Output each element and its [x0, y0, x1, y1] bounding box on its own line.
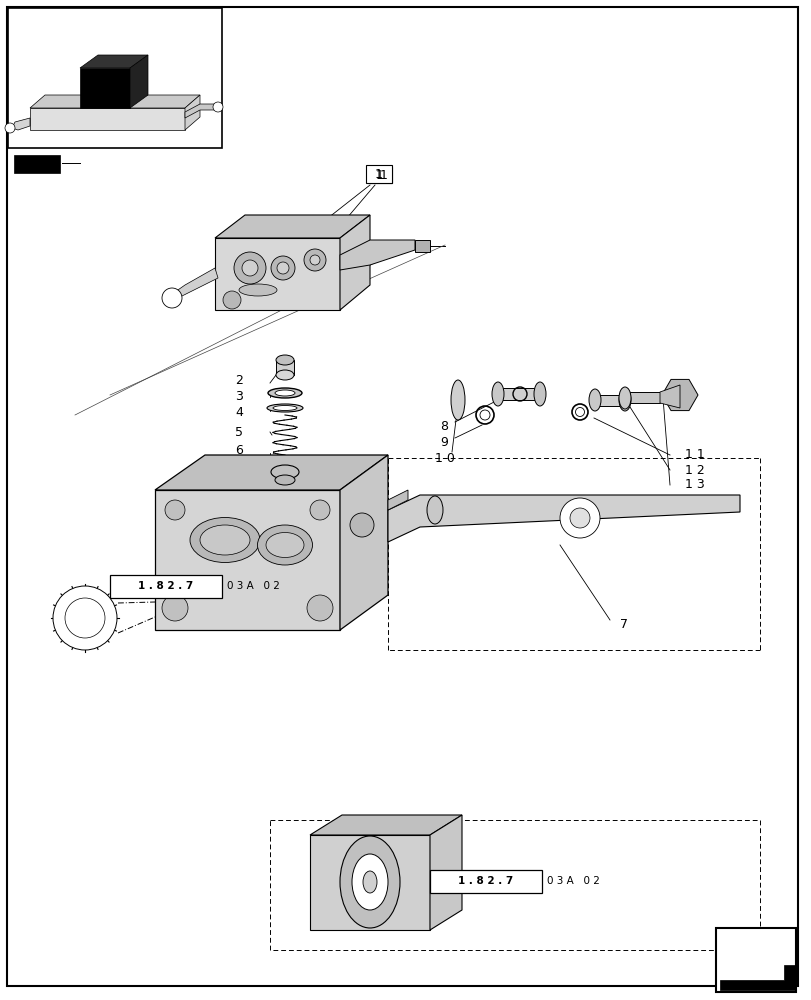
Ellipse shape	[272, 406, 297, 410]
Polygon shape	[624, 392, 659, 403]
Circle shape	[303, 249, 325, 271]
Ellipse shape	[618, 389, 630, 411]
Text: 0 3 A   0 2: 0 3 A 0 2	[227, 581, 280, 591]
Text: 1 . 8 2 . 7: 1 . 8 2 . 7	[458, 876, 513, 886]
Ellipse shape	[271, 465, 298, 479]
Text: 9: 9	[440, 436, 448, 450]
Circle shape	[569, 508, 590, 528]
Text: 6: 6	[234, 444, 242, 456]
Circle shape	[162, 595, 188, 621]
Circle shape	[310, 500, 329, 520]
Circle shape	[5, 123, 15, 133]
Bar	[430, 870, 541, 893]
Polygon shape	[594, 395, 624, 406]
Text: 1: 1	[375, 169, 384, 182]
Circle shape	[350, 513, 374, 537]
Text: 1: 1	[380, 169, 388, 182]
Polygon shape	[340, 455, 388, 630]
Polygon shape	[719, 965, 794, 990]
Ellipse shape	[200, 525, 250, 555]
Bar	[715, 928, 795, 992]
Polygon shape	[215, 215, 370, 238]
Polygon shape	[30, 95, 200, 108]
Polygon shape	[175, 268, 217, 298]
Polygon shape	[80, 68, 130, 108]
Ellipse shape	[588, 389, 600, 411]
Text: 1: 1	[375, 169, 384, 182]
Text: 0 3 A   0 2: 0 3 A 0 2	[547, 876, 599, 886]
Ellipse shape	[275, 475, 294, 485]
Circle shape	[223, 291, 241, 309]
Polygon shape	[80, 55, 148, 68]
Bar	[109, 575, 221, 598]
Ellipse shape	[491, 382, 504, 406]
Ellipse shape	[363, 871, 376, 893]
Circle shape	[234, 252, 266, 284]
Circle shape	[162, 288, 182, 308]
Text: 7: 7	[620, 618, 627, 632]
Circle shape	[242, 260, 258, 276]
Ellipse shape	[268, 388, 302, 398]
Ellipse shape	[618, 387, 630, 409]
Text: 3: 3	[234, 390, 242, 403]
Ellipse shape	[266, 532, 303, 558]
Text: 5: 5	[234, 426, 242, 438]
Polygon shape	[14, 155, 60, 173]
Text: 8: 8	[440, 420, 448, 434]
Circle shape	[212, 102, 223, 112]
Ellipse shape	[534, 382, 545, 406]
Polygon shape	[215, 238, 340, 310]
Polygon shape	[310, 815, 461, 835]
Ellipse shape	[276, 370, 294, 380]
Text: 4: 4	[234, 406, 242, 418]
Polygon shape	[388, 495, 739, 542]
Polygon shape	[12, 118, 30, 130]
Ellipse shape	[276, 355, 294, 365]
Polygon shape	[155, 455, 388, 490]
Polygon shape	[661, 379, 697, 411]
Polygon shape	[185, 104, 215, 118]
Circle shape	[65, 598, 105, 638]
Ellipse shape	[257, 525, 312, 565]
Text: 1 . 8 2 . 7: 1 . 8 2 . 7	[138, 581, 193, 591]
Polygon shape	[388, 490, 407, 510]
Polygon shape	[497, 388, 539, 400]
Bar	[8, 8, 221, 148]
Polygon shape	[430, 815, 461, 930]
Polygon shape	[659, 385, 679, 408]
Text: 1 0: 1 0	[435, 452, 454, 466]
Circle shape	[307, 595, 333, 621]
Ellipse shape	[340, 836, 400, 928]
Ellipse shape	[450, 380, 465, 420]
Polygon shape	[185, 95, 200, 130]
Text: 1 2: 1 2	[684, 464, 704, 477]
Circle shape	[310, 255, 320, 265]
Polygon shape	[276, 360, 294, 375]
Ellipse shape	[190, 518, 260, 562]
Bar	[367, 167, 392, 183]
Ellipse shape	[427, 496, 443, 524]
Circle shape	[560, 498, 599, 538]
Text: 1 1: 1 1	[684, 448, 704, 462]
Ellipse shape	[238, 284, 277, 296]
Circle shape	[165, 500, 185, 520]
Text: 2: 2	[234, 373, 242, 386]
Text: 1 3: 1 3	[684, 479, 704, 491]
Circle shape	[277, 262, 289, 274]
Polygon shape	[130, 55, 148, 108]
Ellipse shape	[275, 390, 294, 396]
Polygon shape	[340, 240, 414, 270]
Ellipse shape	[351, 854, 388, 910]
Polygon shape	[155, 490, 340, 630]
Circle shape	[271, 256, 294, 280]
Polygon shape	[414, 240, 430, 252]
Polygon shape	[310, 835, 430, 930]
Polygon shape	[723, 955, 767, 976]
Text: 1: 1	[375, 168, 383, 181]
Circle shape	[53, 586, 117, 650]
Polygon shape	[340, 215, 370, 310]
Bar	[366, 165, 392, 183]
Polygon shape	[30, 108, 185, 130]
Ellipse shape	[267, 404, 303, 412]
